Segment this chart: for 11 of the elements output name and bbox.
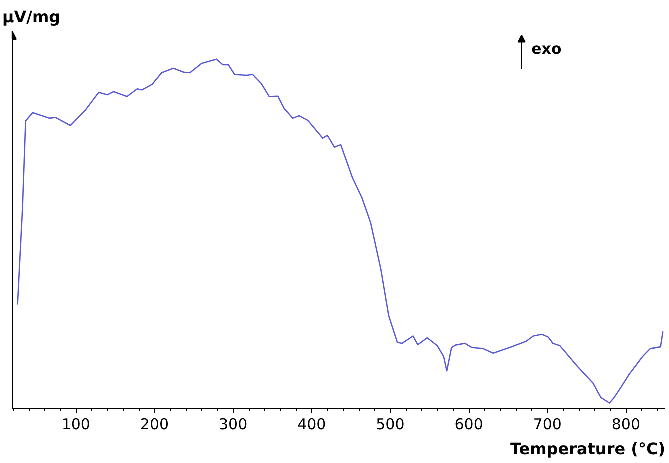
x-tick-label: 800 <box>612 416 641 434</box>
x-axis-title: Temperature (°C) <box>510 440 666 458</box>
x-tick-label: 600 <box>454 416 484 434</box>
x-tick-label: 400 <box>298 416 326 434</box>
y-axis-title: μV/mg <box>2 8 61 26</box>
x-tick-label: 500 <box>376 416 405 434</box>
x-tick-label: 100 <box>62 416 90 434</box>
x-tick-label: 200 <box>140 416 170 434</box>
text: exo <box>532 40 562 58</box>
x-tick-label: 700 <box>533 416 562 434</box>
x-tick-label: 300 <box>218 416 248 434</box>
